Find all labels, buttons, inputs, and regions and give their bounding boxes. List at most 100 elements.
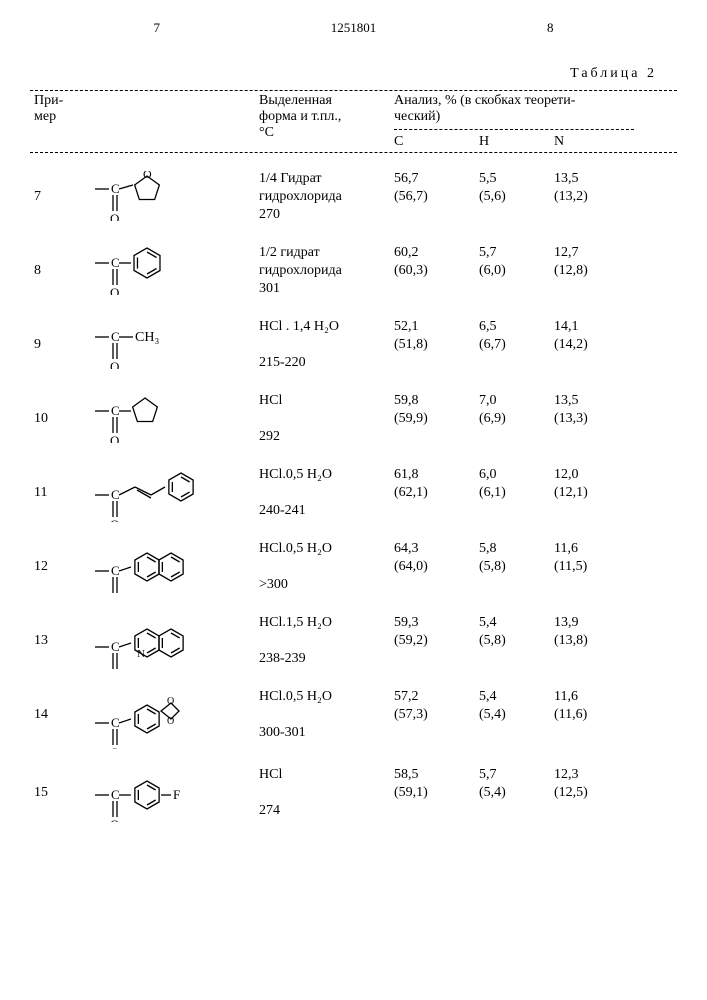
c-value: (64,0) <box>394 559 479 575</box>
svg-text:O: O <box>167 696 174 707</box>
n-value: (12,5) <box>554 785 634 801</box>
n-value: (11,5) <box>554 559 634 575</box>
form-line: 301 <box>259 281 394 297</box>
col-header-n: N <box>554 134 634 150</box>
n-value: (14,2) <box>554 337 634 353</box>
col-header-example: При- мер <box>30 93 89 125</box>
chn-values: 61,8(62,1) 6,0(6,1) 12,0(12,1) <box>394 467 634 503</box>
n-value: (12,8) <box>554 263 634 279</box>
h-value: 7,0 <box>479 393 554 409</box>
col-header-analysis: Анализ, % (в скобках теорети- ческий) С … <box>394 93 677 150</box>
svg-text:C: C <box>111 181 120 196</box>
c-value: 64,3 <box>394 541 479 557</box>
c-value: (56,7) <box>394 189 479 205</box>
form-column: HCl.0,5 H₂O >300 <box>259 541 394 595</box>
sub-rule <box>394 129 634 130</box>
table-header-row: При- мер Выделенная форма и т.пл., °С Ан… <box>30 93 677 150</box>
form-column: HCl . 1,4 H₂O 215-220 <box>259 319 394 373</box>
svg-text:C: C <box>111 403 120 418</box>
c-value: 60,2 <box>394 245 479 261</box>
h-value: 6,5 <box>479 319 554 335</box>
chn-values: 59,8(59,9) 7,0(6,9) 13,5(13,3) <box>394 393 634 429</box>
c-value: (57,3) <box>394 707 479 723</box>
svg-text:O: O <box>110 669 119 670</box>
svg-text:CH₃: CH₃ <box>135 330 159 345</box>
example-number: 14 <box>30 689 89 723</box>
example-number: 7 <box>30 171 89 205</box>
c-value: (62,1) <box>394 485 479 501</box>
table-row: 7 C OO 1/4 Гидратгидрохлорида270 56,7(56… <box>30 171 677 227</box>
page-header: 7 1251801 8 <box>154 20 554 36</box>
n-value: 14,1 <box>554 319 634 335</box>
c-value: 59,3 <box>394 615 479 631</box>
form-line: 292 <box>259 429 394 445</box>
form-column: HCl.1,5 H₂O 238-239 <box>259 615 394 669</box>
h-value: 5,7 <box>479 245 554 261</box>
form-line <box>259 707 394 723</box>
h-value: (5,4) <box>479 785 554 801</box>
chn-values: 59,3(59,2) 5,4(5,8) 13,9(13,8) <box>394 615 634 651</box>
chn-values: 58,5(59,1) 5,7(5,4) 12,3(12,5) <box>394 767 634 803</box>
c-value: 58,5 <box>394 767 479 783</box>
h-value: (5,8) <box>479 633 554 649</box>
example-number: 13 <box>30 615 89 649</box>
c-value: (60,3) <box>394 263 479 279</box>
form-column: HCl.0,5 H₂O 300-301 <box>259 689 394 743</box>
svg-text:C: C <box>111 329 120 344</box>
form-line: гидрохлорида <box>259 189 394 205</box>
form-line: 270 <box>259 207 394 223</box>
doc-number: 1251801 <box>331 20 377 36</box>
table-body: 7 C OO 1/4 Гидратгидрохлорида270 56,7(56… <box>30 171 677 823</box>
h-value: (6,7) <box>479 337 554 353</box>
n-value: 11,6 <box>554 541 634 557</box>
c-value: 57,2 <box>394 689 479 705</box>
table-row: 9 C OCH₃ HCl . 1,4 H₂O 215-220 52,1(51,8… <box>30 319 677 375</box>
h-value: 5,5 <box>479 171 554 187</box>
form-line: 1/2 гидрат <box>259 245 394 261</box>
svg-text:O: O <box>110 433 119 443</box>
svg-text:O: O <box>143 171 152 181</box>
example-number: 8 <box>30 245 89 279</box>
n-value: (13,8) <box>554 633 634 649</box>
structure-diagram: C O <box>89 541 259 596</box>
table-row: 11 C O HCl.0,5 H₂O 240-241 61,8(62,1) 6,… <box>30 467 677 523</box>
structure-diagram: C ON <box>89 615 259 670</box>
form-line: HCl.0,5 H₂O <box>259 541 394 557</box>
form-line <box>259 485 394 501</box>
table-row: 15 C OF HCl 274 58,5(59,1) 5,7(5,4) 12,3… <box>30 767 677 823</box>
example-number: 11 <box>30 467 89 501</box>
col-header-c: С <box>394 134 479 150</box>
structure-diagram: C OOO <box>89 689 259 749</box>
form-column: 1/2 гидратгидрохлорида301 <box>259 245 394 299</box>
h-value: 6,0 <box>479 467 554 483</box>
n-value: 12,0 <box>554 467 634 483</box>
example-number: 15 <box>30 767 89 801</box>
h-value: (6,1) <box>479 485 554 501</box>
rule <box>30 152 677 153</box>
analysis-label: Анализ, % (в скобках теорети- ческий) <box>394 93 677 125</box>
structure-diagram: C O <box>89 467 259 522</box>
c-value: (59,9) <box>394 411 479 427</box>
form-line: HCl <box>259 767 394 783</box>
form-column: HCl 274 <box>259 767 394 821</box>
svg-text:O: O <box>110 285 119 295</box>
n-value: 11,6 <box>554 689 634 705</box>
form-line: 240-241 <box>259 503 394 519</box>
svg-text:O: O <box>110 517 119 522</box>
svg-text:F: F <box>173 787 180 802</box>
svg-text:O: O <box>110 211 119 221</box>
table-caption: Таблица 2 <box>30 66 677 82</box>
form-line: HCl.1,5 H₂O <box>259 615 394 631</box>
chn-values: 60,2(60,3) 5,7(6,0) 12,7(12,8) <box>394 245 634 281</box>
svg-text:N: N <box>137 648 145 660</box>
rule <box>30 90 677 91</box>
form-line <box>259 633 394 649</box>
c-value: (51,8) <box>394 337 479 353</box>
h-value: 5,4 <box>479 689 554 705</box>
example-number: 10 <box>30 393 89 427</box>
form-column: HCl 292 <box>259 393 394 447</box>
svg-text:O: O <box>110 745 119 749</box>
page-num-right: 8 <box>547 20 554 36</box>
svg-text:C: C <box>111 563 120 578</box>
chn-values: 57,2(57,3) 5,4(5,4) 11,6(11,6) <box>394 689 634 725</box>
